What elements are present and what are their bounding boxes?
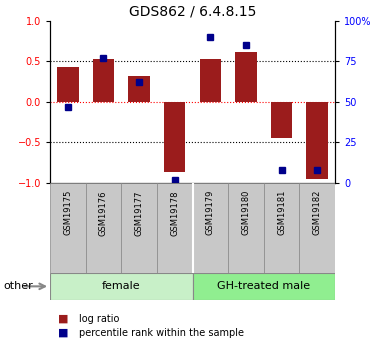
Text: ■: ■	[58, 314, 68, 324]
Text: GSM19180: GSM19180	[241, 190, 250, 235]
Bar	[85, 183, 121, 273]
Text: GSM19179: GSM19179	[206, 190, 215, 235]
Bar	[199, 59, 221, 102]
Bar	[121, 183, 157, 273]
Bar	[264, 183, 300, 273]
Bar	[192, 183, 228, 273]
Text: log ratio: log ratio	[79, 314, 119, 324]
Text: GSM19178: GSM19178	[170, 190, 179, 236]
Bar	[164, 102, 186, 172]
Text: GH-treated male: GH-treated male	[217, 282, 310, 291]
Bar	[57, 67, 79, 102]
Text: GSM19175: GSM19175	[64, 190, 72, 235]
Text: GSM19177: GSM19177	[135, 190, 144, 236]
Bar	[93, 59, 114, 102]
Bar	[228, 183, 264, 273]
Text: ■: ■	[58, 328, 68, 338]
Bar	[128, 76, 150, 102]
Text: percentile rank within the sample: percentile rank within the sample	[79, 328, 244, 338]
Text: GSM19176: GSM19176	[99, 190, 108, 236]
Bar	[271, 102, 292, 138]
Bar	[50, 273, 192, 300]
Bar	[235, 51, 257, 102]
Text: GSM19181: GSM19181	[277, 190, 286, 235]
Text: female: female	[102, 282, 141, 291]
Text: GSM19182: GSM19182	[313, 190, 321, 235]
Bar	[192, 273, 335, 300]
Text: other: other	[4, 282, 33, 291]
Bar	[300, 183, 335, 273]
Title: GDS862 / 6.4.8.15: GDS862 / 6.4.8.15	[129, 4, 256, 18]
Bar	[50, 183, 85, 273]
Bar	[157, 183, 192, 273]
Bar	[306, 102, 328, 179]
